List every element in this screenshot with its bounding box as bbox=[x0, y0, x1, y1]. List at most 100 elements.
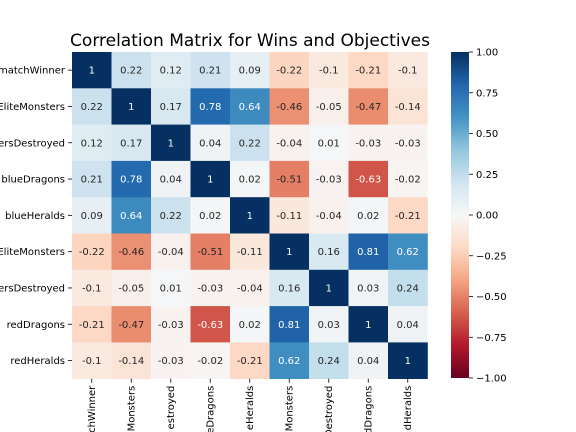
heatmap-cell bbox=[348, 342, 389, 379]
heatmap-cell bbox=[269, 342, 310, 379]
heatmap-cell bbox=[190, 342, 231, 379]
cell-value-label: -0.21 bbox=[395, 211, 421, 222]
heatmap-cell bbox=[190, 88, 231, 125]
cell-value-label: 0.09 bbox=[81, 211, 103, 222]
cell-value-label: 0.24 bbox=[397, 283, 419, 294]
heatmap-cell bbox=[269, 197, 310, 234]
row-label: matchWinner bbox=[0, 66, 66, 77]
cell-value-label: 0.17 bbox=[120, 138, 142, 149]
heatmap-cell bbox=[388, 160, 428, 198]
cell-value-label: -0.63 bbox=[355, 175, 381, 186]
cell-value-label: 1 bbox=[168, 138, 174, 149]
heatmap-cell bbox=[111, 88, 152, 125]
heatmap-cell bbox=[151, 160, 191, 198]
cell-value-label: -0.21 bbox=[355, 66, 381, 77]
heatmap-cell bbox=[111, 306, 152, 343]
cell-value-label: 0.02 bbox=[199, 211, 221, 222]
cell-value-label: 0.81 bbox=[278, 320, 300, 331]
chart-title: Correlation Matrix for Wins and Objectiv… bbox=[70, 31, 430, 51]
cell-value-label: -0.04 bbox=[158, 247, 184, 258]
row-label: EliteMonsters bbox=[0, 247, 65, 258]
heatmap-cell bbox=[230, 233, 270, 271]
heatmap-cell bbox=[309, 160, 349, 198]
heatmap-cell bbox=[230, 52, 270, 89]
heatmap-cell bbox=[72, 88, 112, 125]
heatmap-cell bbox=[151, 52, 191, 89]
cell-value-label: 0.21 bbox=[199, 66, 221, 77]
column-label: eHeralds bbox=[245, 386, 256, 430]
cell-value-label: -0.03 bbox=[197, 283, 223, 294]
heatmap-cell bbox=[348, 88, 389, 125]
heatmap-cell bbox=[72, 124, 112, 162]
cell-value-label: -0.05 bbox=[118, 283, 144, 294]
heatmap-cell bbox=[190, 233, 231, 271]
cell-value-label: 1 bbox=[247, 211, 253, 222]
heatmap-cell bbox=[388, 197, 428, 234]
heatmap-cell bbox=[348, 52, 389, 89]
row-label: blueHeralds bbox=[5, 211, 65, 222]
heatmap-cell bbox=[72, 160, 112, 198]
cell-value-label: -0.14 bbox=[395, 102, 421, 113]
cell-value-label: 0.64 bbox=[120, 211, 142, 222]
heatmap-cell bbox=[388, 306, 428, 343]
colorbar-tick-label: 0.00 bbox=[476, 211, 498, 222]
heatmap-cell bbox=[230, 124, 270, 162]
cell-value-label: -0.02 bbox=[395, 175, 421, 186]
cell-value-label: -0.14 bbox=[118, 356, 144, 367]
heatmap-cell bbox=[309, 269, 349, 307]
heatmap-cell bbox=[72, 269, 112, 307]
column-label: Monsters bbox=[285, 386, 296, 432]
column-label: eDragons bbox=[206, 386, 217, 432]
cell-value-label: -0.04 bbox=[237, 283, 263, 294]
cell-value-label: -0.46 bbox=[276, 102, 302, 113]
colorbar-tick-label: 0.25 bbox=[476, 170, 498, 181]
cell-value-label: 1 bbox=[365, 320, 371, 331]
cell-value-label: 0.62 bbox=[278, 356, 300, 367]
cell-value-label: 0.09 bbox=[239, 66, 261, 77]
cell-value-label: -0.47 bbox=[355, 102, 381, 113]
heatmap-cell bbox=[309, 306, 349, 343]
column-label: dHeralds bbox=[403, 386, 414, 431]
heatmap-cell bbox=[230, 160, 270, 198]
heatmap-cell bbox=[72, 306, 112, 343]
colorbar: 1.00 0.75 0.50 0.25 0.00 −0.25 −0.50 −0.75 −1.00 bbox=[451, 48, 507, 385]
row-label: ersDestroyed bbox=[0, 283, 65, 294]
cell-value-label: 0.22 bbox=[239, 138, 261, 149]
cell-value-label: 0.78 bbox=[120, 175, 142, 186]
cell-value-label: 1 bbox=[405, 356, 411, 367]
heatmap-cell bbox=[190, 306, 231, 343]
cell-value-label: -0.03 bbox=[395, 138, 421, 149]
row-label: redHeralds bbox=[10, 356, 65, 367]
column-label: chWinner bbox=[87, 385, 98, 432]
cell-value-label: -0.46 bbox=[118, 247, 144, 258]
cell-value-label: -0.02 bbox=[197, 356, 223, 367]
cell-value-label: 0.16 bbox=[278, 283, 300, 294]
heatmap-cell bbox=[309, 52, 349, 89]
cell-value-label: -0.22 bbox=[79, 247, 105, 258]
heatmap-cell bbox=[72, 197, 112, 234]
cell-value-label: 0.04 bbox=[160, 175, 182, 186]
cell-value-label: -0.51 bbox=[197, 247, 223, 258]
heatmap-cell bbox=[230, 342, 270, 379]
heatmap-cell bbox=[309, 342, 349, 379]
heatmap-cell bbox=[111, 197, 152, 234]
cell-value-label: 0.03 bbox=[318, 320, 340, 331]
cell-value-label: 0.22 bbox=[120, 66, 142, 77]
column-labels: chWinner Monsters estroyed eDragons eHeralds… bbox=[87, 378, 414, 432]
cell-value-label: 0.78 bbox=[199, 102, 221, 113]
cell-value-label: -0.04 bbox=[276, 138, 302, 149]
cell-value-label: 0.04 bbox=[357, 356, 379, 367]
cell-value-label: -0.11 bbox=[276, 211, 302, 222]
cell-value-label: -0.03 bbox=[355, 138, 381, 149]
heatmap-cell bbox=[388, 88, 428, 125]
cell-value-label: -0.47 bbox=[118, 320, 144, 331]
heatmap-cell bbox=[190, 124, 231, 162]
cell-value-label: 1 bbox=[207, 175, 213, 186]
heatmap-cell bbox=[269, 160, 310, 198]
heatmap-cell bbox=[190, 52, 231, 89]
cell-value-label: -0.51 bbox=[276, 175, 302, 186]
cell-value-label: -0.1 bbox=[319, 66, 339, 77]
heatmap-cells: 1 0.22 0.12 0.21 0.09 -0.22 -0.1 -0.21 -0.1 0.22 1… bbox=[72, 52, 428, 379]
heatmap-cell bbox=[190, 160, 231, 198]
heatmap-cell bbox=[230, 88, 270, 125]
